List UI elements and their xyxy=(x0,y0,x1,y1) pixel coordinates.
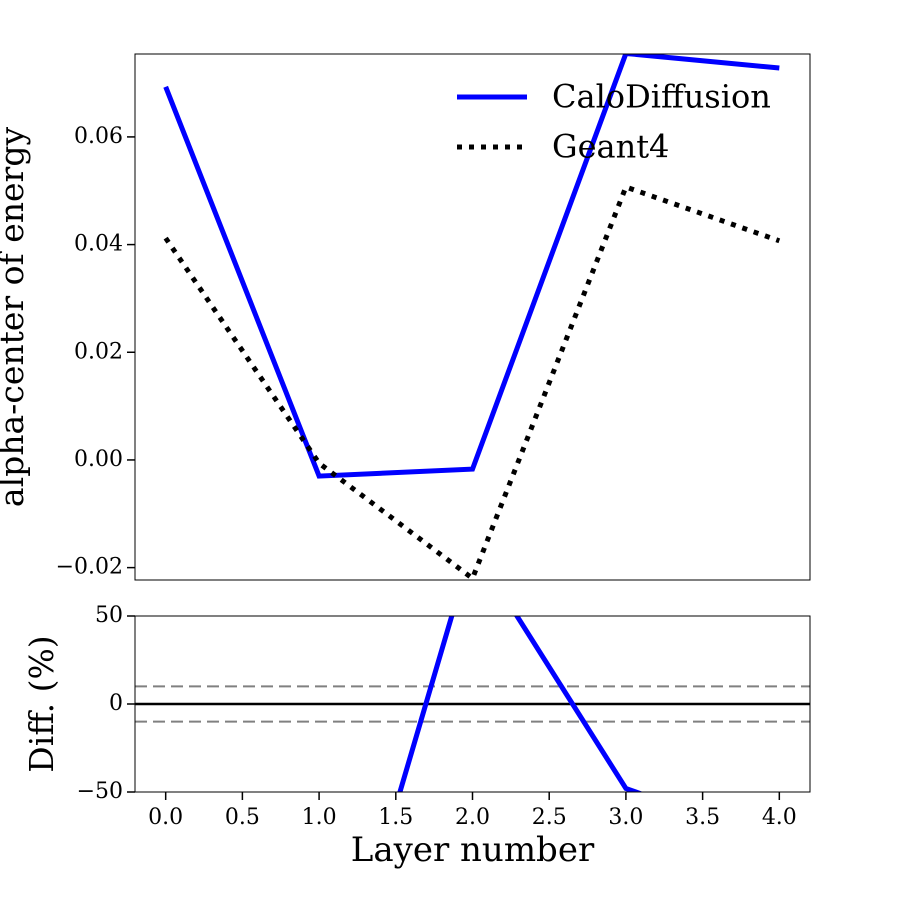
x-tick-label: 1.5 xyxy=(378,805,413,830)
data-line xyxy=(163,183,781,580)
axes-frame xyxy=(134,53,811,581)
plot-area xyxy=(135,616,810,792)
x-tick-label: 1.0 xyxy=(302,805,337,830)
x-axis-label: Layer number xyxy=(351,830,595,870)
y-axis-label: Diff. (%) xyxy=(22,635,61,772)
x-tick-label: 4.0 xyxy=(762,805,797,830)
y-tick-label: −0.02 xyxy=(56,555,123,580)
y-tick-label: 0.00 xyxy=(74,447,123,472)
data-line xyxy=(163,54,780,479)
x-tick-label: 2.5 xyxy=(532,805,567,830)
y-tick-label: 0.06 xyxy=(74,124,123,149)
y-tick-label: 50 xyxy=(95,603,123,628)
y-tick-label: 0.02 xyxy=(74,339,123,364)
x-tick-label: 0.0 xyxy=(148,805,183,830)
x-tick-label: 3.0 xyxy=(608,805,643,830)
y-tick-label: 0.04 xyxy=(74,232,123,257)
legend-label: CaloDiffusion xyxy=(552,78,771,116)
y-tick-label: −50 xyxy=(77,779,123,804)
plot-area xyxy=(163,54,781,580)
x-tick-label: 2.0 xyxy=(455,805,490,830)
y-tick-label: 0 xyxy=(109,691,123,716)
y-axis-label: alpha-center of energy xyxy=(0,127,31,508)
legend-label: Geant4 xyxy=(552,128,669,166)
x-tick-label: 3.5 xyxy=(685,805,720,830)
x-tick-label: 0.5 xyxy=(225,805,260,830)
